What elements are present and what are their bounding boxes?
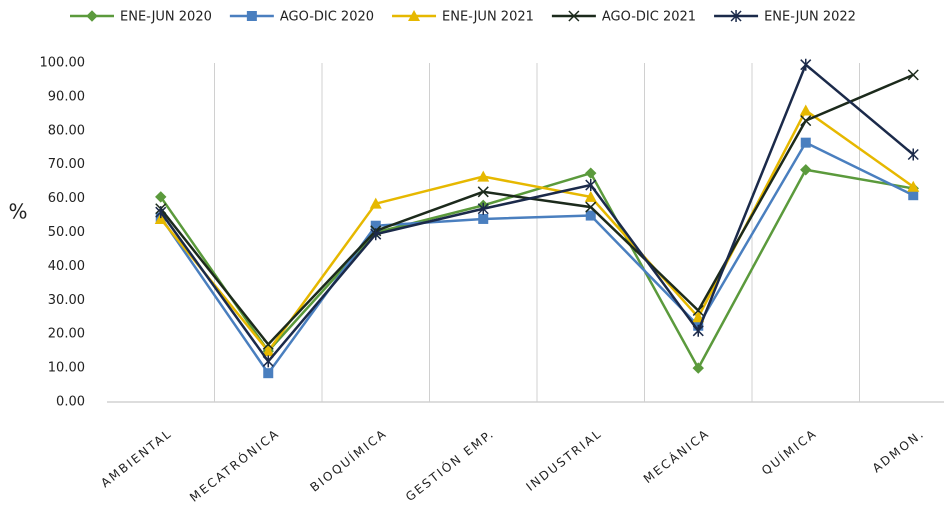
marker: [262, 355, 274, 368]
marker: [800, 164, 812, 176]
marker: [730, 10, 742, 22]
legend-label: ENE-JUN 2020: [120, 10, 212, 25]
x-tick-label: GESTIÓN EMP.: [402, 425, 497, 504]
x-tick-label: BIOQUÍMICA: [307, 425, 390, 494]
marker: [478, 213, 489, 224]
series-line: [159, 73, 914, 347]
y-tick-label: 60.00: [48, 191, 85, 206]
marker: [568, 10, 580, 22]
marker: [907, 148, 919, 161]
y-tick-label: 70.00: [48, 157, 85, 172]
x-tick-label: AMBIENTAL: [98, 426, 175, 490]
y-tick-label: 100.00: [40, 56, 86, 71]
marker: [800, 115, 812, 127]
marker: [692, 324, 704, 337]
y-tick-label: 90.00: [48, 89, 85, 104]
marker: [585, 201, 597, 213]
y-tick-label: 30.00: [48, 293, 85, 308]
marker: [908, 190, 919, 201]
series-line: [159, 168, 914, 371]
marker: [246, 11, 257, 21]
y-tick-label: 40.00: [48, 259, 85, 274]
marker: [477, 202, 489, 215]
marker: [262, 338, 274, 350]
marker: [477, 170, 490, 182]
series-line: [159, 141, 914, 376]
marker: [370, 228, 382, 241]
y-tick-label: 20.00: [48, 327, 85, 342]
marker: [692, 362, 704, 374]
x-tick-label: MECATRÓNICA: [186, 425, 282, 504]
marker: [907, 69, 919, 81]
legend-label: ENE-JUN 2021: [442, 10, 534, 25]
marker: [154, 212, 167, 224]
y-tick-label: 50.00: [48, 225, 85, 240]
x-tick-label: INDUSTRIAL: [523, 426, 604, 494]
marker: [585, 167, 597, 179]
marker: [692, 304, 704, 317]
marker: [585, 179, 597, 192]
marker: [408, 10, 421, 21]
y-tick-label: 10.00: [48, 361, 85, 376]
x-tick-label: ADMON.: [870, 426, 928, 475]
marker: [907, 180, 920, 192]
marker: [370, 220, 381, 231]
legend-label: AGO-DIC 2021: [602, 10, 696, 25]
series-line: [159, 62, 915, 364]
marker: [155, 191, 167, 203]
marker: [585, 210, 596, 221]
y-tick-label: 0.00: [56, 395, 85, 410]
marker: [799, 104, 812, 116]
marker: [800, 137, 811, 148]
marker: [692, 311, 705, 323]
legend-label: AGO-DIC 2020: [280, 10, 374, 25]
x-tick-label: MECÁNICA: [640, 425, 712, 486]
marker: [263, 368, 274, 379]
marker: [369, 197, 382, 209]
marker: [86, 10, 98, 22]
marker: [477, 186, 489, 198]
marker: [800, 58, 812, 71]
x-tick-label: QUÍMICA: [758, 425, 819, 478]
marker: [155, 206, 167, 219]
legend-label: ENE-JUN 2022: [764, 10, 856, 25]
marker: [584, 190, 597, 202]
y-tick-label: 80.00: [48, 123, 85, 138]
marker: [262, 345, 275, 357]
y-axis-label: %: [8, 200, 27, 224]
